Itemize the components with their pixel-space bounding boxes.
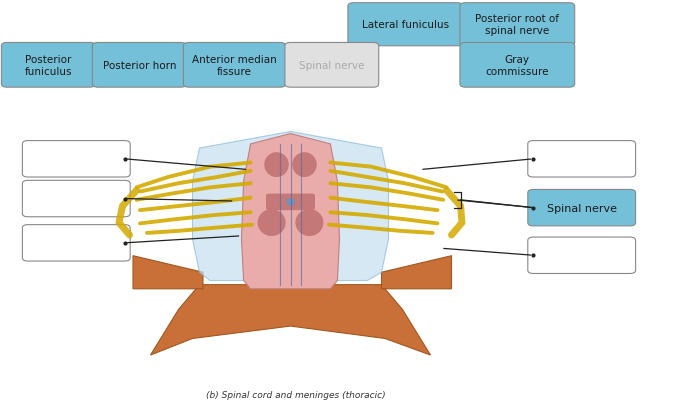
Text: Gray
commissure: Gray commissure — [486, 55, 549, 77]
Ellipse shape — [258, 210, 286, 236]
FancyBboxPatch shape — [285, 43, 379, 88]
Polygon shape — [382, 256, 452, 289]
FancyBboxPatch shape — [1, 43, 95, 88]
FancyBboxPatch shape — [266, 194, 315, 211]
FancyBboxPatch shape — [92, 43, 186, 88]
FancyBboxPatch shape — [22, 181, 130, 217]
Text: (b) Spinal cord and meninges (thoracic): (b) Spinal cord and meninges (thoracic) — [206, 389, 386, 399]
FancyBboxPatch shape — [460, 4, 575, 47]
FancyBboxPatch shape — [528, 237, 636, 274]
Polygon shape — [150, 285, 430, 355]
Ellipse shape — [265, 153, 288, 178]
Text: Spinal nerve: Spinal nerve — [299, 61, 365, 71]
Polygon shape — [241, 134, 340, 289]
Text: Posterior root of
spinal nerve: Posterior root of spinal nerve — [475, 14, 559, 36]
FancyBboxPatch shape — [22, 141, 130, 178]
Text: Spinal nerve: Spinal nerve — [547, 203, 617, 213]
Ellipse shape — [293, 153, 316, 178]
Text: Posterior horn: Posterior horn — [103, 61, 176, 71]
FancyBboxPatch shape — [183, 43, 286, 88]
FancyBboxPatch shape — [22, 225, 130, 261]
Ellipse shape — [295, 210, 323, 236]
Polygon shape — [133, 256, 203, 289]
FancyBboxPatch shape — [460, 43, 575, 88]
FancyBboxPatch shape — [348, 4, 463, 47]
Text: Posterior
funiculus: Posterior funiculus — [25, 55, 72, 77]
Text: Anterior median
fissure: Anterior median fissure — [192, 55, 277, 77]
Polygon shape — [193, 132, 389, 281]
FancyBboxPatch shape — [528, 190, 636, 226]
FancyBboxPatch shape — [528, 141, 636, 178]
Ellipse shape — [286, 199, 295, 206]
Text: Lateral funiculus: Lateral funiculus — [362, 20, 449, 30]
